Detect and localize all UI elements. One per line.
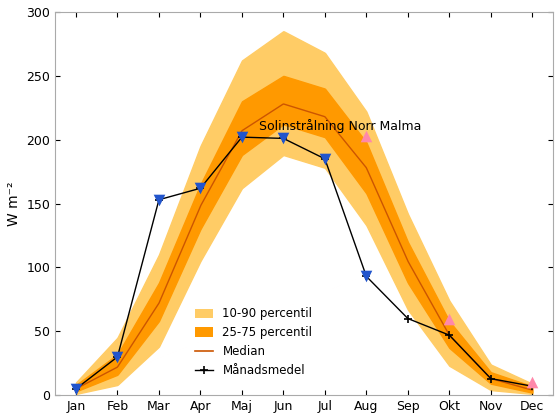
Point [362,273,371,280]
Point [113,354,122,360]
Point [237,134,246,141]
Point [196,185,205,192]
Point [362,132,371,139]
Legend: 10-90 percentil, 25-75 percentil, Median, Månadsmedel: 10-90 percentil, 25-75 percentil, Median… [190,302,317,382]
Point [279,135,288,142]
Text: Solinstrålning Norr Malma: Solinstrålning Norr Malma [259,119,422,133]
Point [445,315,454,322]
Point [72,386,81,392]
Point [155,197,164,203]
Point [320,155,329,162]
Y-axis label: W m⁻²: W m⁻² [7,181,21,226]
Point [528,379,537,386]
